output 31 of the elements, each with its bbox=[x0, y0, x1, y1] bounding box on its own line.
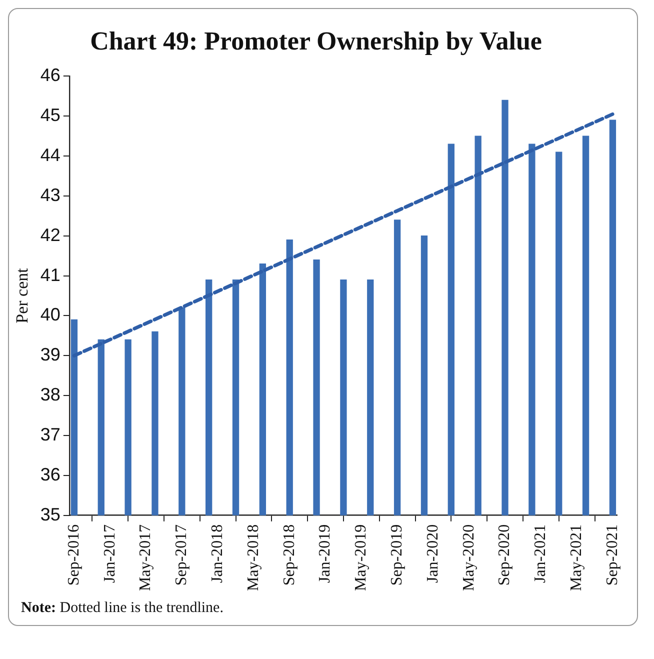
y-tick-label: 39 bbox=[40, 344, 60, 365]
x-tick-label: Sep-2016 bbox=[65, 524, 82, 586]
x-tick-label: Sep-2018 bbox=[280, 524, 298, 586]
x-tick-label: Sep-2020 bbox=[496, 524, 514, 586]
x-tick-label: Jan-2019 bbox=[316, 524, 334, 583]
x-tick-label: Jan-2020 bbox=[424, 524, 442, 583]
chart-title: Chart 49: Promoter Ownership by Value bbox=[90, 26, 542, 56]
y-tick-label: 46 bbox=[40, 65, 60, 86]
y-tick-label: 36 bbox=[40, 464, 60, 484]
y-tick-label: 42 bbox=[40, 224, 60, 245]
x-tick-label: Jan-2017 bbox=[101, 524, 118, 583]
y-tick-label: 44 bbox=[40, 145, 60, 166]
text: Note: Dotted line is the trendline. bbox=[21, 600, 224, 616]
x-tick-label: May-2020 bbox=[460, 524, 478, 591]
y-tick-label: 41 bbox=[40, 264, 60, 285]
x-tick-label: Sep-2017 bbox=[173, 524, 190, 586]
x-tick-label: Jan-2021 bbox=[532, 524, 550, 583]
y-tick-label: 37 bbox=[40, 424, 60, 444]
y-tick-label: 38 bbox=[40, 384, 60, 405]
y-tick-label: 40 bbox=[40, 304, 60, 325]
x-tick-label: Sep-2019 bbox=[388, 524, 406, 586]
x-tick-label: May-2019 bbox=[352, 524, 370, 591]
x-tick-label: Sep-2021 bbox=[604, 524, 621, 586]
x-tick-label: Jan-2018 bbox=[209, 524, 226, 583]
y-tick-label: 43 bbox=[40, 184, 60, 205]
y-tick-label: 45 bbox=[40, 105, 60, 126]
x-tick-label: May-2018 bbox=[244, 524, 262, 591]
y-axis-title: Per cent bbox=[12, 268, 32, 324]
x-tick-label: May-2017 bbox=[137, 524, 154, 591]
y-tick-label: 35 bbox=[40, 504, 60, 524]
x-tick-label: May-2021 bbox=[568, 524, 586, 591]
